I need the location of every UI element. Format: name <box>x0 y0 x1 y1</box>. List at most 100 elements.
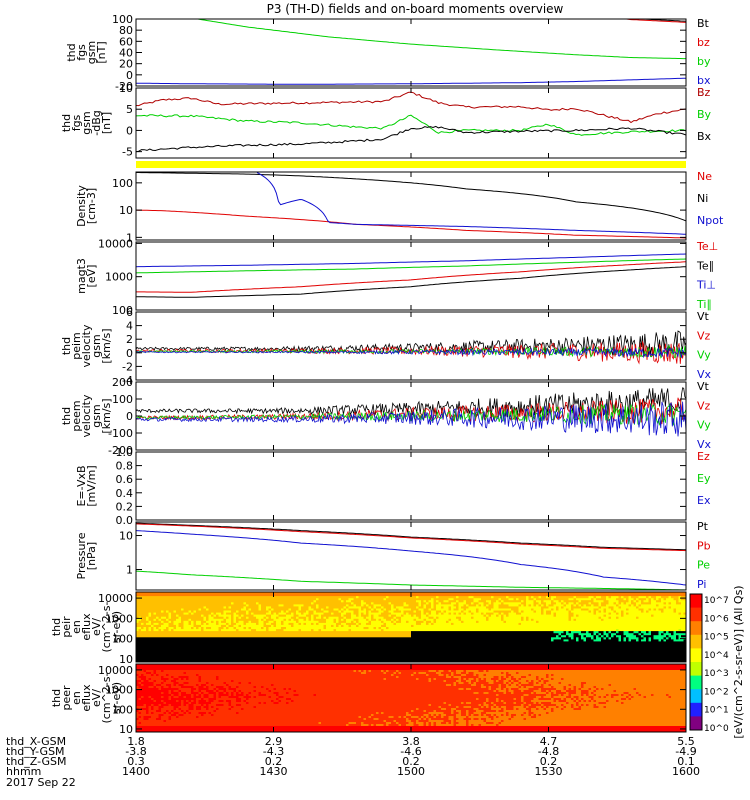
ylabel-temperature-1: [eV] <box>85 265 98 288</box>
legend-peem-velocity-vy: Vy <box>697 419 711 432</box>
colorbar-band-7 <box>690 689 702 704</box>
series-density-ne <box>136 209 686 239</box>
colorbar-tick-6: 10^1 <box>704 706 729 716</box>
ylabel-pressure-1: [nPa] <box>85 542 98 570</box>
legend-efield-ey: Ey <box>697 472 711 485</box>
ytick-temperature-0: 10000 <box>98 237 133 250</box>
ytick-fgs-6: -20 <box>115 80 133 93</box>
ytick-fgs-1: 80 <box>119 24 133 37</box>
series-pressure-pt <box>136 522 686 551</box>
legend-temperature-te∥: Te∥ <box>696 259 714 272</box>
ylabel-peim-velocity-4: [km/s] <box>100 328 113 363</box>
ytick-peim-velocity-1: 4 <box>126 320 133 333</box>
legend-density-ne: Ne <box>697 170 712 183</box>
series-temperature-te∥ <box>136 266 686 298</box>
legend-fgs-bx: bx <box>697 74 711 87</box>
legend-peem-velocity-vz: Vz <box>697 399 711 412</box>
plot-area-density <box>136 172 686 239</box>
ylabel-peir-spec-5: (cm^2-s- <box>100 602 113 653</box>
ylabel-fgs-dsl-1: fgs <box>70 114 83 131</box>
panel-pressure: 10 1 Pressure[nPa] Pt Pb Pe Pi <box>75 520 711 591</box>
ylabel-fgs-dsl-4: [nT] <box>100 112 113 134</box>
ytick-peem-velocity-4: -200 <box>108 444 133 457</box>
ylabel-density-0: Density <box>75 185 88 227</box>
ytick-peim-velocity-4: -2 <box>122 360 133 373</box>
ytick-fgs-3: 40 <box>119 47 133 60</box>
panel-temperature: 10000 1000 100 magt3[eV] Te⊥ Te∥ Ti⊥ Ti∥ <box>75 237 718 317</box>
ylabel-peer-spec-1: peer <box>60 685 73 711</box>
frame-fgs <box>135 18 687 87</box>
legend-pressure-pi: Pi <box>697 578 706 591</box>
series-density-ni <box>136 172 686 222</box>
xaxis-value-3-0: 1400 <box>122 765 150 778</box>
ytick-pressure-1: 1 <box>126 564 133 577</box>
panel-density: 100 10 1 Density[cm-3] Ne Ni Npot <box>75 170 724 244</box>
ylabel-peir-spec-1: peir <box>60 616 73 638</box>
colorbar-band-9 <box>690 716 702 731</box>
ylabel-peem-velocity-3: gsm <box>90 404 103 427</box>
colorbar-band-5 <box>690 662 702 677</box>
xaxis-value-3-2: 1500 <box>397 765 425 778</box>
ytick-peir-spec-3: 10 <box>119 653 133 666</box>
ylabel-fgs-1: fgs <box>75 44 88 61</box>
legend-density-ni: Ni <box>697 192 708 205</box>
colorbar-band-6 <box>690 675 702 690</box>
ylabel-peer-spec-2: en <box>70 691 83 705</box>
ylabel-fgs-2: gsm <box>85 41 98 64</box>
series-fgs-by <box>194 19 686 60</box>
legend-fgs-by: by <box>697 55 711 68</box>
series-peim-velocity-vx <box>136 346 686 359</box>
series-pressure-pb <box>136 523 686 552</box>
xaxis-value-0-2: 3.8 <box>402 735 420 748</box>
ylabel-peem-velocity-0: thd <box>60 407 73 425</box>
colorbar-tick-3: 10^4 <box>704 651 729 661</box>
series-temperature-te⊥ <box>136 261 686 293</box>
ylabel-pressure-0: Pressure <box>75 532 88 579</box>
legend-peim-velocity-vt: Vt <box>697 310 710 323</box>
legend-peim-velocity-vz: Vz <box>697 329 711 342</box>
ytick-fgs-dsl-0: 10 <box>119 82 133 95</box>
ylabel-peim-velocity-0: thd <box>60 337 73 355</box>
legend-temperature-ti∥: Ti∥ <box>696 298 712 311</box>
ylabel-peer-spec-6: sr-eV) <box>110 682 123 714</box>
colorbar-label: [eV/(cm^2-s-sr-eV)] (All Qs) <box>732 585 745 738</box>
colorbar-band-2 <box>690 621 702 636</box>
xaxis-value-2-1: 0.2 <box>265 755 283 768</box>
ylabel-peir-spec-0: thd <box>50 618 63 636</box>
panel-peer-spec: 10000 1000 100 10 thdpeerenefluxeV/(cm^2-s-s… <box>50 663 687 736</box>
legend-peim-velocity-vx: Vx <box>697 368 712 381</box>
xaxis-value-2-3: 0.2 <box>540 755 558 768</box>
xaxis-value-1-3: -4.8 <box>538 745 559 758</box>
plot-area-fgs-dsl <box>136 91 686 153</box>
xaxis-value-2-4: 0.1 <box>677 755 695 768</box>
ylabel-peir-spec-6: sr-eV) <box>110 611 123 643</box>
ytick-fgs-4: 20 <box>119 58 133 71</box>
legend-pressure-pe: Pe <box>697 559 710 572</box>
colorbar-tick-5: 10^2 <box>704 687 729 697</box>
colorbar-tick-0: 10^7 <box>704 596 729 606</box>
ylabel-peem-velocity-4: [km/s] <box>100 398 113 433</box>
ytick-peir-spec-2: 100 <box>112 633 133 646</box>
series-pressure-pi <box>136 530 686 586</box>
plot-area-peim-velocity <box>136 330 686 365</box>
ylabel-peim-velocity-3: gsm <box>90 334 103 357</box>
colorbar: 10^7 10^6 10^5 10^4 10^3 10^2 10^1 10^0 [eV/(cm^… <box>689 585 745 739</box>
ytick-peim-velocity-3: 0 <box>126 347 133 360</box>
ytick-fgs-dsl-2: 0 <box>126 124 133 137</box>
legend-pressure-pb: Pb <box>697 539 711 552</box>
legend-fgs-bz: bz <box>697 36 710 49</box>
ytick-peim-velocity-5: -4 <box>122 374 133 387</box>
xaxis-value-0-1: 2.9 <box>265 735 283 748</box>
xaxis-value-3-1: 1430 <box>260 765 288 778</box>
xaxis-value-0-3: 4.7 <box>540 735 558 748</box>
plot-area-pressure <box>136 522 686 590</box>
colorbar-tick-1: 10^6 <box>704 614 729 624</box>
colorbar-band-4 <box>690 648 702 663</box>
xaxis-date: 2017 Sep 22 <box>6 776 76 789</box>
series-fgs-dsl-by <box>136 114 686 136</box>
ytick-efield-2: 0.6 <box>116 473 134 486</box>
ytick-efield-3: 0.4 <box>116 487 134 500</box>
